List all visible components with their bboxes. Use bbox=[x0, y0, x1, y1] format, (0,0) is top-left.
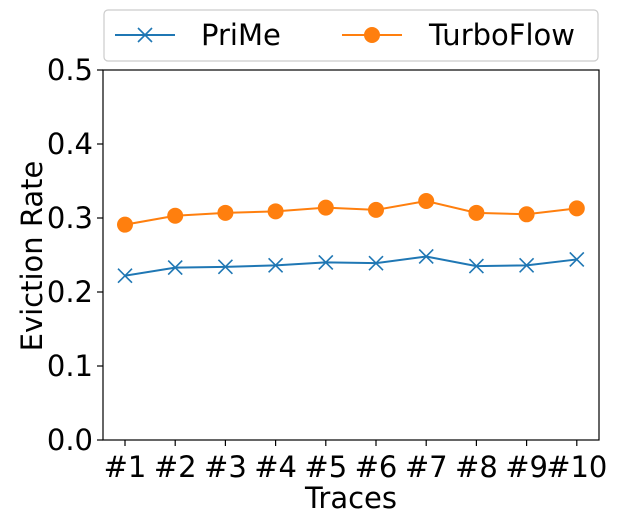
marker-stroke bbox=[519, 257, 535, 273]
data-point bbox=[217, 259, 233, 275]
legend: PriMe TurboFlow bbox=[103, 9, 599, 62]
data-point bbox=[569, 251, 585, 268]
data-point bbox=[217, 204, 234, 221]
x-tick-label: #1 bbox=[104, 450, 147, 484]
data-point bbox=[117, 216, 133, 233]
marker-stroke bbox=[418, 248, 434, 265]
x-tick-label: #7 bbox=[405, 450, 448, 484]
marker-stroke bbox=[468, 258, 484, 274]
legend-entry-turboflow: TurboFlow bbox=[342, 18, 575, 52]
y-tick-label: 0.5 bbox=[47, 53, 93, 87]
x-tick-label: #2 bbox=[154, 450, 197, 484]
series-layer bbox=[117, 192, 585, 284]
y-tick-label: 0.0 bbox=[47, 423, 93, 457]
data-point bbox=[368, 255, 384, 271]
data-point bbox=[519, 257, 535, 273]
marker-stroke bbox=[117, 268, 133, 284]
x-axis-label: Traces bbox=[304, 481, 397, 515]
x-tick-label: #6 bbox=[355, 450, 398, 484]
data-point bbox=[468, 258, 484, 274]
x-tick-label: #10 bbox=[546, 450, 607, 484]
legend-marker bbox=[137, 27, 153, 43]
marker-stroke bbox=[167, 260, 183, 276]
marker-stroke bbox=[268, 257, 284, 273]
x-tick-label: #9 bbox=[505, 450, 548, 484]
y-tick-label: 0.3 bbox=[47, 201, 93, 235]
x-tick-label: #8 bbox=[455, 450, 498, 484]
marker-stroke bbox=[569, 251, 585, 268]
y-tick-label: 0.1 bbox=[47, 349, 93, 383]
plot-frame bbox=[102, 69, 600, 441]
marker-stroke bbox=[217, 259, 233, 275]
series-turboflow bbox=[117, 192, 585, 233]
x-tick-label: #4 bbox=[254, 450, 297, 484]
x-tick-label: #5 bbox=[304, 450, 347, 484]
marker-stroke bbox=[368, 255, 384, 271]
data-point bbox=[167, 260, 183, 276]
series-prime bbox=[117, 248, 585, 284]
legend-entry-prime: PriMe bbox=[115, 18, 281, 52]
y-axis-label: Eviction Rate bbox=[15, 161, 49, 352]
data-point bbox=[568, 200, 585, 217]
data-point bbox=[518, 206, 535, 223]
data-point bbox=[317, 199, 334, 216]
data-point bbox=[268, 257, 284, 273]
y-tick-label: 0.4 bbox=[47, 127, 93, 161]
marker-stroke bbox=[137, 27, 153, 43]
data-point bbox=[368, 201, 384, 218]
data-point bbox=[418, 192, 435, 209]
series-line bbox=[124, 199, 577, 226]
data-point bbox=[267, 203, 284, 220]
marker-stroke bbox=[318, 254, 334, 270]
series-line bbox=[124, 255, 577, 277]
data-point bbox=[418, 248, 434, 265]
data-point bbox=[468, 204, 485, 221]
data-point bbox=[167, 207, 184, 224]
legend-label: TurboFlow bbox=[428, 18, 575, 52]
y-tick-label: 0.2 bbox=[47, 275, 93, 309]
legend-marker bbox=[364, 27, 380, 43]
x-tick-label: #3 bbox=[204, 450, 247, 484]
axes: 0.0 0.1 0.2 0.3 0.4 0.5 #1 #2 #3 #4 #5 #6 #7 #8 #9#10 bbox=[47, 53, 608, 484]
legend-label: PriMe bbox=[201, 18, 281, 52]
data-point bbox=[117, 268, 133, 284]
data-point bbox=[318, 254, 334, 270]
